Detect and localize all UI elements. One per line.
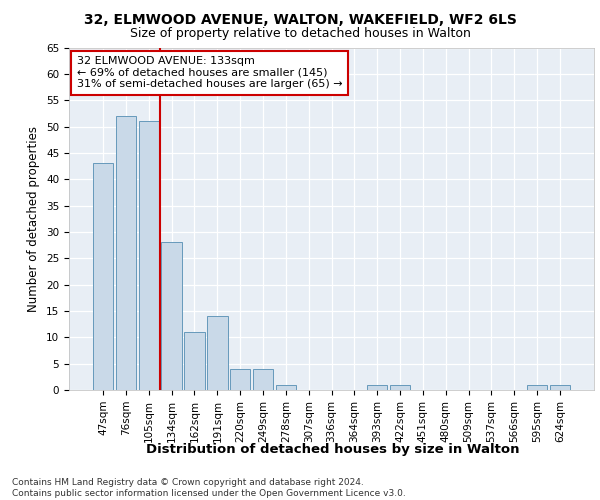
Bar (275, 384, 296, 390)
Bar (116, 116, 136, 390)
Bar (253, 369, 273, 390)
Bar (184, 332, 205, 390)
Text: 32 ELMWOOD AVENUE: 133sqm
← 69% of detached houses are smaller (145)
31% of semi: 32 ELMWOOD AVENUE: 133sqm ← 69% of detac… (77, 56, 343, 90)
Bar (527, 384, 547, 390)
Bar (390, 384, 410, 390)
Y-axis label: Number of detached properties: Number of detached properties (28, 126, 40, 312)
Bar (207, 316, 227, 390)
Bar (93, 164, 113, 390)
Bar (550, 384, 570, 390)
Bar (367, 384, 388, 390)
Text: Size of property relative to detached houses in Walton: Size of property relative to detached ho… (130, 28, 470, 40)
Text: Distribution of detached houses by size in Walton: Distribution of detached houses by size … (146, 442, 520, 456)
Text: Contains HM Land Registry data © Crown copyright and database right 2024.
Contai: Contains HM Land Registry data © Crown c… (12, 478, 406, 498)
Bar (161, 242, 182, 390)
Bar (139, 122, 159, 390)
Text: 32, ELMWOOD AVENUE, WALTON, WAKEFIELD, WF2 6LS: 32, ELMWOOD AVENUE, WALTON, WAKEFIELD, W… (83, 12, 517, 26)
Bar (230, 369, 250, 390)
